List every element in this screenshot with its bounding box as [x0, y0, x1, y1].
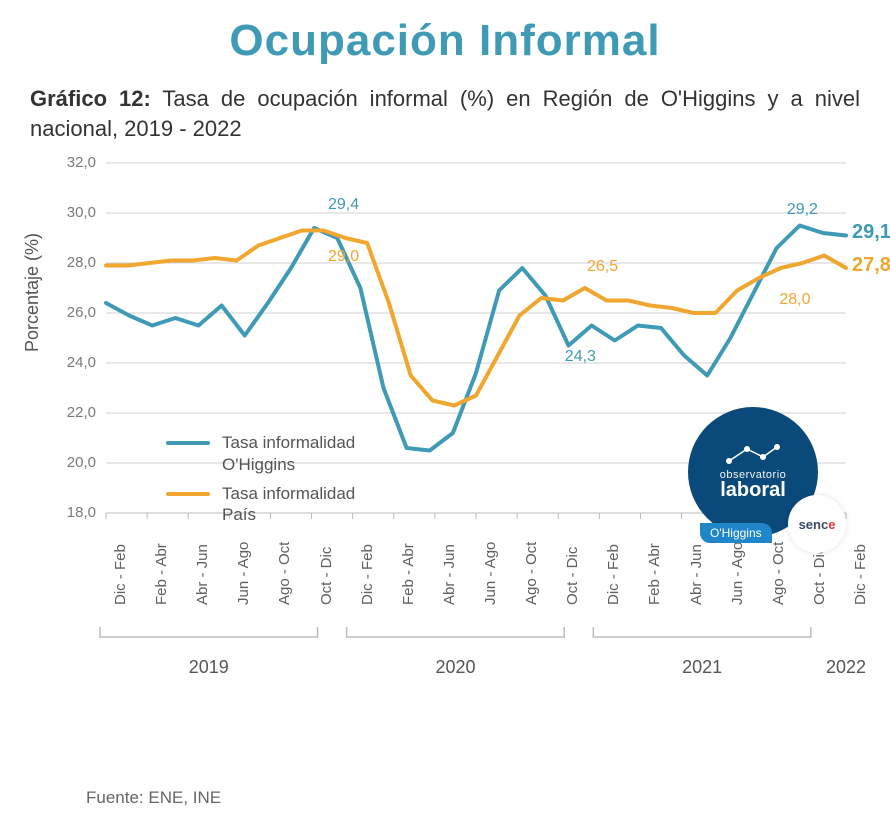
x-tick-label: Ago - Oct — [523, 542, 540, 605]
x-tick-label: Feb - Abr — [400, 544, 417, 606]
x-tick-label: Abr - Jun — [194, 545, 211, 606]
y-tick-label: 30,0 — [56, 204, 96, 221]
y-tick-label: 20,0 — [56, 454, 96, 471]
x-tick-label: Feb - Abr — [153, 544, 170, 606]
data-point-label: 29,4 — [328, 196, 359, 214]
year-label: 2021 — [682, 657, 722, 678]
year-label: 2022 — [826, 657, 866, 678]
y-tick-label: 28,0 — [56, 254, 96, 271]
x-tick-label: Dic - Feb — [112, 545, 129, 606]
legend: Tasa informalidad O'Higgins Tasa informa… — [166, 432, 392, 533]
x-axis-labels: Dic - Feb Feb - Abr Abr - Jun Jun - Ago Ago … — [106, 525, 846, 645]
y-tick-label: 22,0 — [56, 404, 96, 421]
x-tick-label: Dic - Feb — [852, 545, 869, 606]
chart-container: Porcentaje (%) 18,020,022,024,026,028,03… — [26, 157, 856, 717]
x-tick-label: Jun - Ago — [235, 542, 252, 605]
series-end-label: 29,1 — [852, 221, 890, 244]
data-point-label: 26,5 — [587, 258, 618, 276]
legend-item: Tasa informalidad País — [166, 483, 392, 526]
x-tick-label: Ago - Oct — [770, 542, 787, 605]
legend-swatch — [166, 492, 210, 496]
x-tick-label: Feb - Abr — [646, 544, 663, 606]
y-tick-label: 32,0 — [56, 154, 96, 171]
x-tick-label: Dic - Feb — [359, 545, 376, 606]
x-tick-label: Ago - Oct — [276, 542, 293, 605]
x-tick-label: Abr - Jun — [441, 545, 458, 606]
year-label: 2019 — [189, 657, 229, 678]
subtitle-rest: Tasa de ocupación informal (%) en Región… — [30, 86, 860, 141]
x-tick-label: Oct - Dic — [318, 547, 335, 605]
data-point-label: 28,0 — [779, 291, 810, 309]
year-labels: 2019202020212022 — [106, 657, 846, 687]
y-tick-label: 24,0 — [56, 354, 96, 371]
legend-label: Tasa informalidad País — [222, 483, 392, 526]
x-tick-label: Oct - Dic — [564, 547, 581, 605]
legend-swatch — [166, 441, 210, 445]
subtitle-prefix: Gráfico 12: — [30, 86, 151, 111]
x-tick-label: Jun - Ago — [729, 542, 746, 605]
chart-subtitle: Gráfico 12: Tasa de ocupación informal (… — [30, 84, 860, 143]
data-point-label: 29,0 — [328, 248, 359, 266]
legend-item: Tasa informalidad O'Higgins — [166, 432, 392, 475]
x-tick-label: Dic - Feb — [605, 545, 622, 606]
legend-label: Tasa informalidad O'Higgins — [222, 432, 392, 475]
series-end-label: 27,8 — [852, 254, 890, 277]
year-label: 2020 — [435, 657, 475, 678]
data-point-label: 24,3 — [565, 348, 596, 366]
x-tick-label: Jun - Ago — [482, 542, 499, 605]
y-tick-label: 18,0 — [56, 504, 96, 521]
y-tick-label: 26,0 — [56, 304, 96, 321]
data-point-label: 29,2 — [787, 201, 818, 219]
chart-source: Fuente: ENE, INE — [86, 788, 221, 808]
page-root: Ocupación Informal Gráfico 12: Tasa de o… — [0, 0, 890, 822]
x-tick-label: Oct - Dic — [811, 547, 828, 605]
x-tick-label: Abr - Jun — [688, 545, 705, 606]
page-title: Ocupación Informal — [30, 16, 860, 66]
